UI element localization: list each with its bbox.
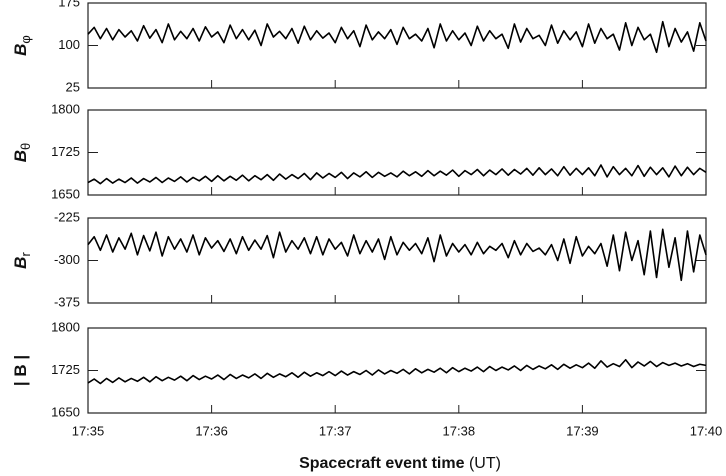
panel-frame [87,327,707,414]
y-tick-label: 100 [58,37,80,52]
y-tick-label: -225 [54,209,80,224]
x-tick-label: 17:40 [690,423,723,438]
y-label-sub: r [18,252,33,257]
y-label-main: B [11,257,30,269]
y-tick-label: 25 [66,79,80,94]
panel-frame [87,2,707,89]
x-label-main: Spacecraft event time [299,455,465,472]
x-tick-label: 17:39 [566,423,599,438]
y-axis-label: | B | [11,355,30,386]
y-label-main: B [11,44,30,56]
panel-frame [87,217,707,304]
x-tick-label: 17:38 [443,423,476,438]
y-tick-label: 1650 [51,404,80,419]
data-line [87,228,707,282]
data-line [87,358,707,385]
y-tick-label: 1800 [51,319,80,334]
y-tick-label: 1650 [51,186,80,201]
y-tick-label: 1725 [51,362,80,377]
y-label-sub: φ [18,35,33,43]
panel-frame [87,109,707,196]
y-tick-label: -300 [54,252,80,267]
y-axis-label: Bφ [11,35,33,56]
y-tick-label: 175 [58,0,80,9]
x-tick-label: 17:37 [319,423,352,438]
y-tick-label: 1725 [51,144,80,159]
x-axis-label: Spacecraft event time (UT) [299,455,501,472]
y-axis-label: Bθ [11,143,33,163]
y-label-sub: θ [18,143,33,150]
y-label-main: B [11,150,30,162]
x-tick-label: 17:36 [195,423,228,438]
x-label-unit: (UT) [469,455,501,472]
y-axis-label: Br [11,252,33,269]
y-tick-label: 1800 [51,101,80,116]
y-tick-label: -375 [54,294,80,309]
data-line [87,20,707,54]
x-tick-label: 17:35 [72,423,105,438]
data-line [87,164,707,185]
y-label-main: | B | [11,355,30,386]
